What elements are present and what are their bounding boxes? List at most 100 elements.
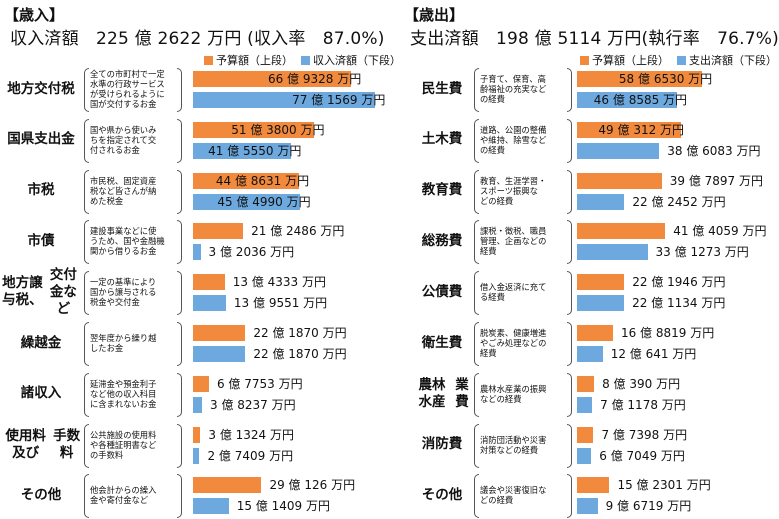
budget-bar — [193, 426, 201, 443]
budget-bar — [577, 375, 595, 392]
category-label: 市税 — [0, 168, 82, 214]
actual-value-label: 45 億 4990 万円 — [217, 194, 311, 209]
category-label: 使用料及び 手数料 — [0, 422, 82, 468]
category-note-text: 道路、公園の整備 や維持、除雪など の経費 — [480, 125, 546, 155]
category-note-line: 他会計からの繰入 — [90, 485, 157, 496]
bracket-left — [474, 169, 479, 214]
budget-bar — [577, 477, 610, 494]
actual-value-label: 41 億 5550 万円 — [208, 143, 302, 158]
budget-bar — [577, 426, 594, 443]
category-note-line: 子育て、保育、高 — [480, 74, 546, 84]
actual-value-label: 38 億 6083 万円 — [667, 143, 761, 158]
budget-value-label: 7 億 7398 万円 — [601, 427, 688, 442]
category-note-line: 水準の行政サービス — [90, 79, 165, 89]
category-note-line: 議会や災害復旧な — [480, 485, 547, 496]
budget-bar — [193, 71, 351, 87]
budget-value-label: 22 億 1946 万円 — [632, 275, 726, 290]
actual-value-label: 46 億 8585 万円 — [593, 93, 688, 107]
category-label-line: 諸収入 — [20, 385, 62, 402]
category-note-text: 農林水産業の振興 などの経費 — [480, 384, 546, 404]
budget-value-label: 49 億 312 万円 — [598, 122, 685, 137]
actual-value-label: 9 億 6719 万円 — [605, 499, 692, 514]
bracket-left — [474, 322, 479, 366]
category-note-line: うため、国や金融機 — [90, 236, 165, 247]
category-note-text: 教育、生涯学習・ スポーツ振興な どの経費 — [480, 176, 546, 206]
revenue-panel: 【歳入】 収入済額 225 億 2622 万円 (収入率 87.0%) 予算額（… — [0, 6, 401, 519]
category-note-line: が受けられるように — [90, 89, 165, 99]
actual-value-label: 22 億 2452 万円 — [632, 194, 726, 209]
category-note-line: 脱炭素、健康増進 — [480, 328, 547, 338]
category-note-line: 道路、公園の整備 — [480, 124, 547, 135]
category-label-line: 教育費 — [421, 182, 463, 199]
category-note-line: 齢福祉の充実など — [480, 84, 547, 94]
category-note-line: の経費 — [480, 144, 505, 155]
category-note-text: 脱炭素、健康増進 やごみ処理などの 経費 — [480, 328, 546, 358]
budget-value-label: 22 億 1870 万円 — [253, 326, 347, 340]
category-label: 地方交付税 — [0, 66, 82, 112]
category-label: 総務費 — [412, 218, 472, 264]
category-note-line: 経費 — [480, 246, 497, 257]
category-note-line: る経費 — [480, 292, 505, 303]
category-note-line: 建設事業などに使 — [90, 226, 157, 237]
category-label: 衛生費 — [412, 320, 472, 366]
budget-value-label: 39 億 7897 万円 — [669, 173, 764, 188]
bracket-left — [474, 372, 479, 417]
budget-bar — [193, 325, 246, 341]
budget-value-label: 29 億 126 万円 — [269, 478, 356, 493]
category-note-line: 対策などの経費 — [480, 444, 539, 455]
category-note-line: に含まれないお金 — [90, 398, 157, 409]
category-note: 延滞金や預金利子 など他の収入科目 に含まれないお金 — [84, 373, 182, 415]
category-note-text: 延滞金や預金利子 など他の収入科目 に含まれないお金 — [90, 379, 156, 409]
category-note-text: 国や県から使いみ ちを指定されて交 付されるお金 — [90, 125, 156, 155]
category-note-line: 全ての市町村で一定 — [90, 69, 165, 79]
category-label-line: 土木費 — [421, 131, 463, 148]
actual-bar — [193, 295, 226, 312]
actual-value-label: 22 億 1134 万円 — [632, 296, 726, 311]
category-label: その他 — [0, 472, 82, 518]
legend-settled-swatch — [301, 55, 310, 65]
actual-bar — [577, 396, 593, 413]
category-label: 民生費 — [412, 66, 472, 112]
bracket-right — [567, 169, 572, 214]
category-label-line: 公債費 — [421, 283, 463, 300]
category-label: 市債 — [0, 218, 82, 264]
category-note: 他会計からの繰入 金や寄付金など — [84, 474, 182, 516]
budget-bar — [193, 274, 225, 291]
category-note: 教育、生涯学習・ スポーツ振興な どの経費 — [474, 170, 572, 212]
bracket-left — [84, 372, 89, 417]
legend-settled-label: 収入済額（下段） — [313, 54, 401, 67]
category-note-line: 国が交付するお金 — [90, 99, 157, 109]
category-label-line: 交付金など — [49, 266, 77, 317]
category-note: 農林水産業の振興 などの経費 — [474, 373, 572, 415]
category-note-line: 税など皆さんが納 — [90, 185, 157, 196]
category-note-line: 管理、企画などの — [480, 236, 547, 247]
bracket-right — [567, 372, 572, 417]
bracket-right — [177, 169, 182, 214]
category-note: 借入金返済に充て る経費 — [474, 271, 572, 313]
category-note-line: の手数料 — [90, 449, 124, 460]
category-note-line: やごみ処理などの — [480, 338, 547, 348]
revenue-legend: 予算額（上段） 収入済額（下段） — [196, 52, 401, 68]
actual-value-label: 2 億 7409 万円 — [207, 448, 294, 463]
category-note-text: 他会計からの繰入 金や寄付金など — [90, 485, 156, 505]
category-label: 消防費 — [412, 422, 472, 468]
budget-bar — [577, 274, 625, 291]
category-label-line: 繰越金 — [20, 334, 62, 351]
category-label-line: 市債 — [27, 232, 55, 249]
category-note: 全ての市町村で一定 水準の行政サービス が受けられるように 国が交付するお金 — [84, 68, 182, 110]
bracket-left — [474, 118, 479, 163]
budget-value-label: 3 億 1324 万円 — [208, 427, 295, 442]
budget-bar — [193, 223, 244, 240]
category-note: 国や県から使いみ ちを指定されて交 付されるお金 — [84, 119, 182, 161]
budget-value-label: 58 億 6530 万円 — [618, 72, 713, 86]
category-note-text: 一定の基準により 国から譲与される 税金や交付金 — [90, 277, 156, 307]
category-note-line: や各種証明書など — [90, 439, 157, 450]
budget-value-label: 44 億 8631 万円 — [215, 173, 310, 188]
bracket-left — [84, 118, 89, 163]
budget-bar — [577, 172, 662, 189]
category-label-line: 市税 — [27, 182, 55, 199]
category-label-line: 地方交付税 — [7, 80, 75, 97]
category-note-line: などの経費 — [480, 393, 522, 404]
category-label-line: 民生費 — [421, 80, 463, 97]
category-note-line: スポーツ振興な — [480, 185, 538, 196]
